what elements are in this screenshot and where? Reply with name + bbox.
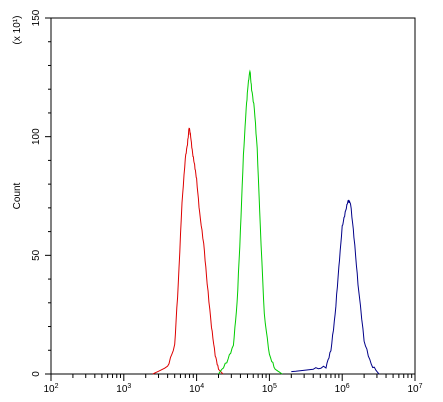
y-tick-label: 0 [31, 371, 42, 377]
x-tick-label: 106 [335, 383, 350, 395]
x-tick-label: 104 [189, 383, 204, 395]
x-tick-label: 107 [407, 383, 422, 395]
x-tick-label: 102 [43, 383, 58, 395]
axis-ticks: 102 103 104 105 106 107 0 50 100 150 [31, 9, 423, 395]
x-tick-label: 103 [116, 383, 131, 395]
y-multiplier-label: (x 10¹) [12, 16, 23, 45]
series-line [291, 199, 380, 375]
y-tick-label: 100 [31, 128, 42, 145]
y-tick-label: 50 [31, 249, 42, 261]
series-line [218, 69, 283, 375]
series-line [152, 127, 224, 375]
plot-frame [50, 17, 416, 375]
series-layer [152, 69, 380, 375]
y-tick-label: 150 [31, 9, 42, 26]
x-tick-label: 105 [262, 383, 277, 395]
y-axis-title: Count [12, 182, 23, 209]
